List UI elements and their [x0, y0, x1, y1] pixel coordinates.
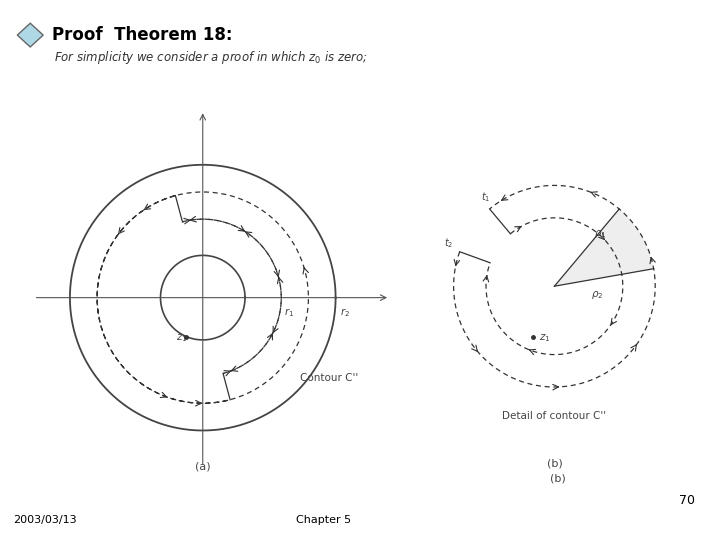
Text: $r_2$: $r_2$	[341, 307, 351, 320]
Text: Proof  Theorem 18:: Proof Theorem 18:	[52, 26, 233, 44]
Text: $\rho_1$: $\rho_1$	[593, 228, 606, 240]
Text: 2003/03/13: 2003/03/13	[13, 515, 76, 525]
Polygon shape	[554, 209, 654, 286]
Polygon shape	[17, 23, 43, 47]
Text: For simplicity we consider a proof in which $z_0$ is zero;: For simplicity we consider a proof in wh…	[54, 49, 368, 66]
Text: Chapter 5: Chapter 5	[297, 515, 351, 525]
Polygon shape	[70, 165, 336, 430]
Text: (a): (a)	[195, 462, 210, 472]
Text: 70: 70	[679, 494, 695, 507]
Text: Detail of contour C'': Detail of contour C''	[503, 411, 606, 421]
Text: $r_1$: $r_1$	[284, 307, 294, 320]
Text: (b): (b)	[546, 458, 562, 468]
Text: $z_1$: $z_1$	[539, 332, 550, 344]
Polygon shape	[161, 255, 245, 340]
Text: $t_1$: $t_1$	[481, 190, 491, 204]
Text: $t_2$: $t_2$	[444, 236, 454, 250]
Polygon shape	[454, 185, 655, 387]
Text: $\rho_2$: $\rho_2$	[591, 289, 604, 301]
Text: (b): (b)	[550, 474, 566, 484]
Text: $z_1$: $z_1$	[176, 332, 187, 343]
Text: Contour C'': Contour C''	[300, 373, 359, 383]
